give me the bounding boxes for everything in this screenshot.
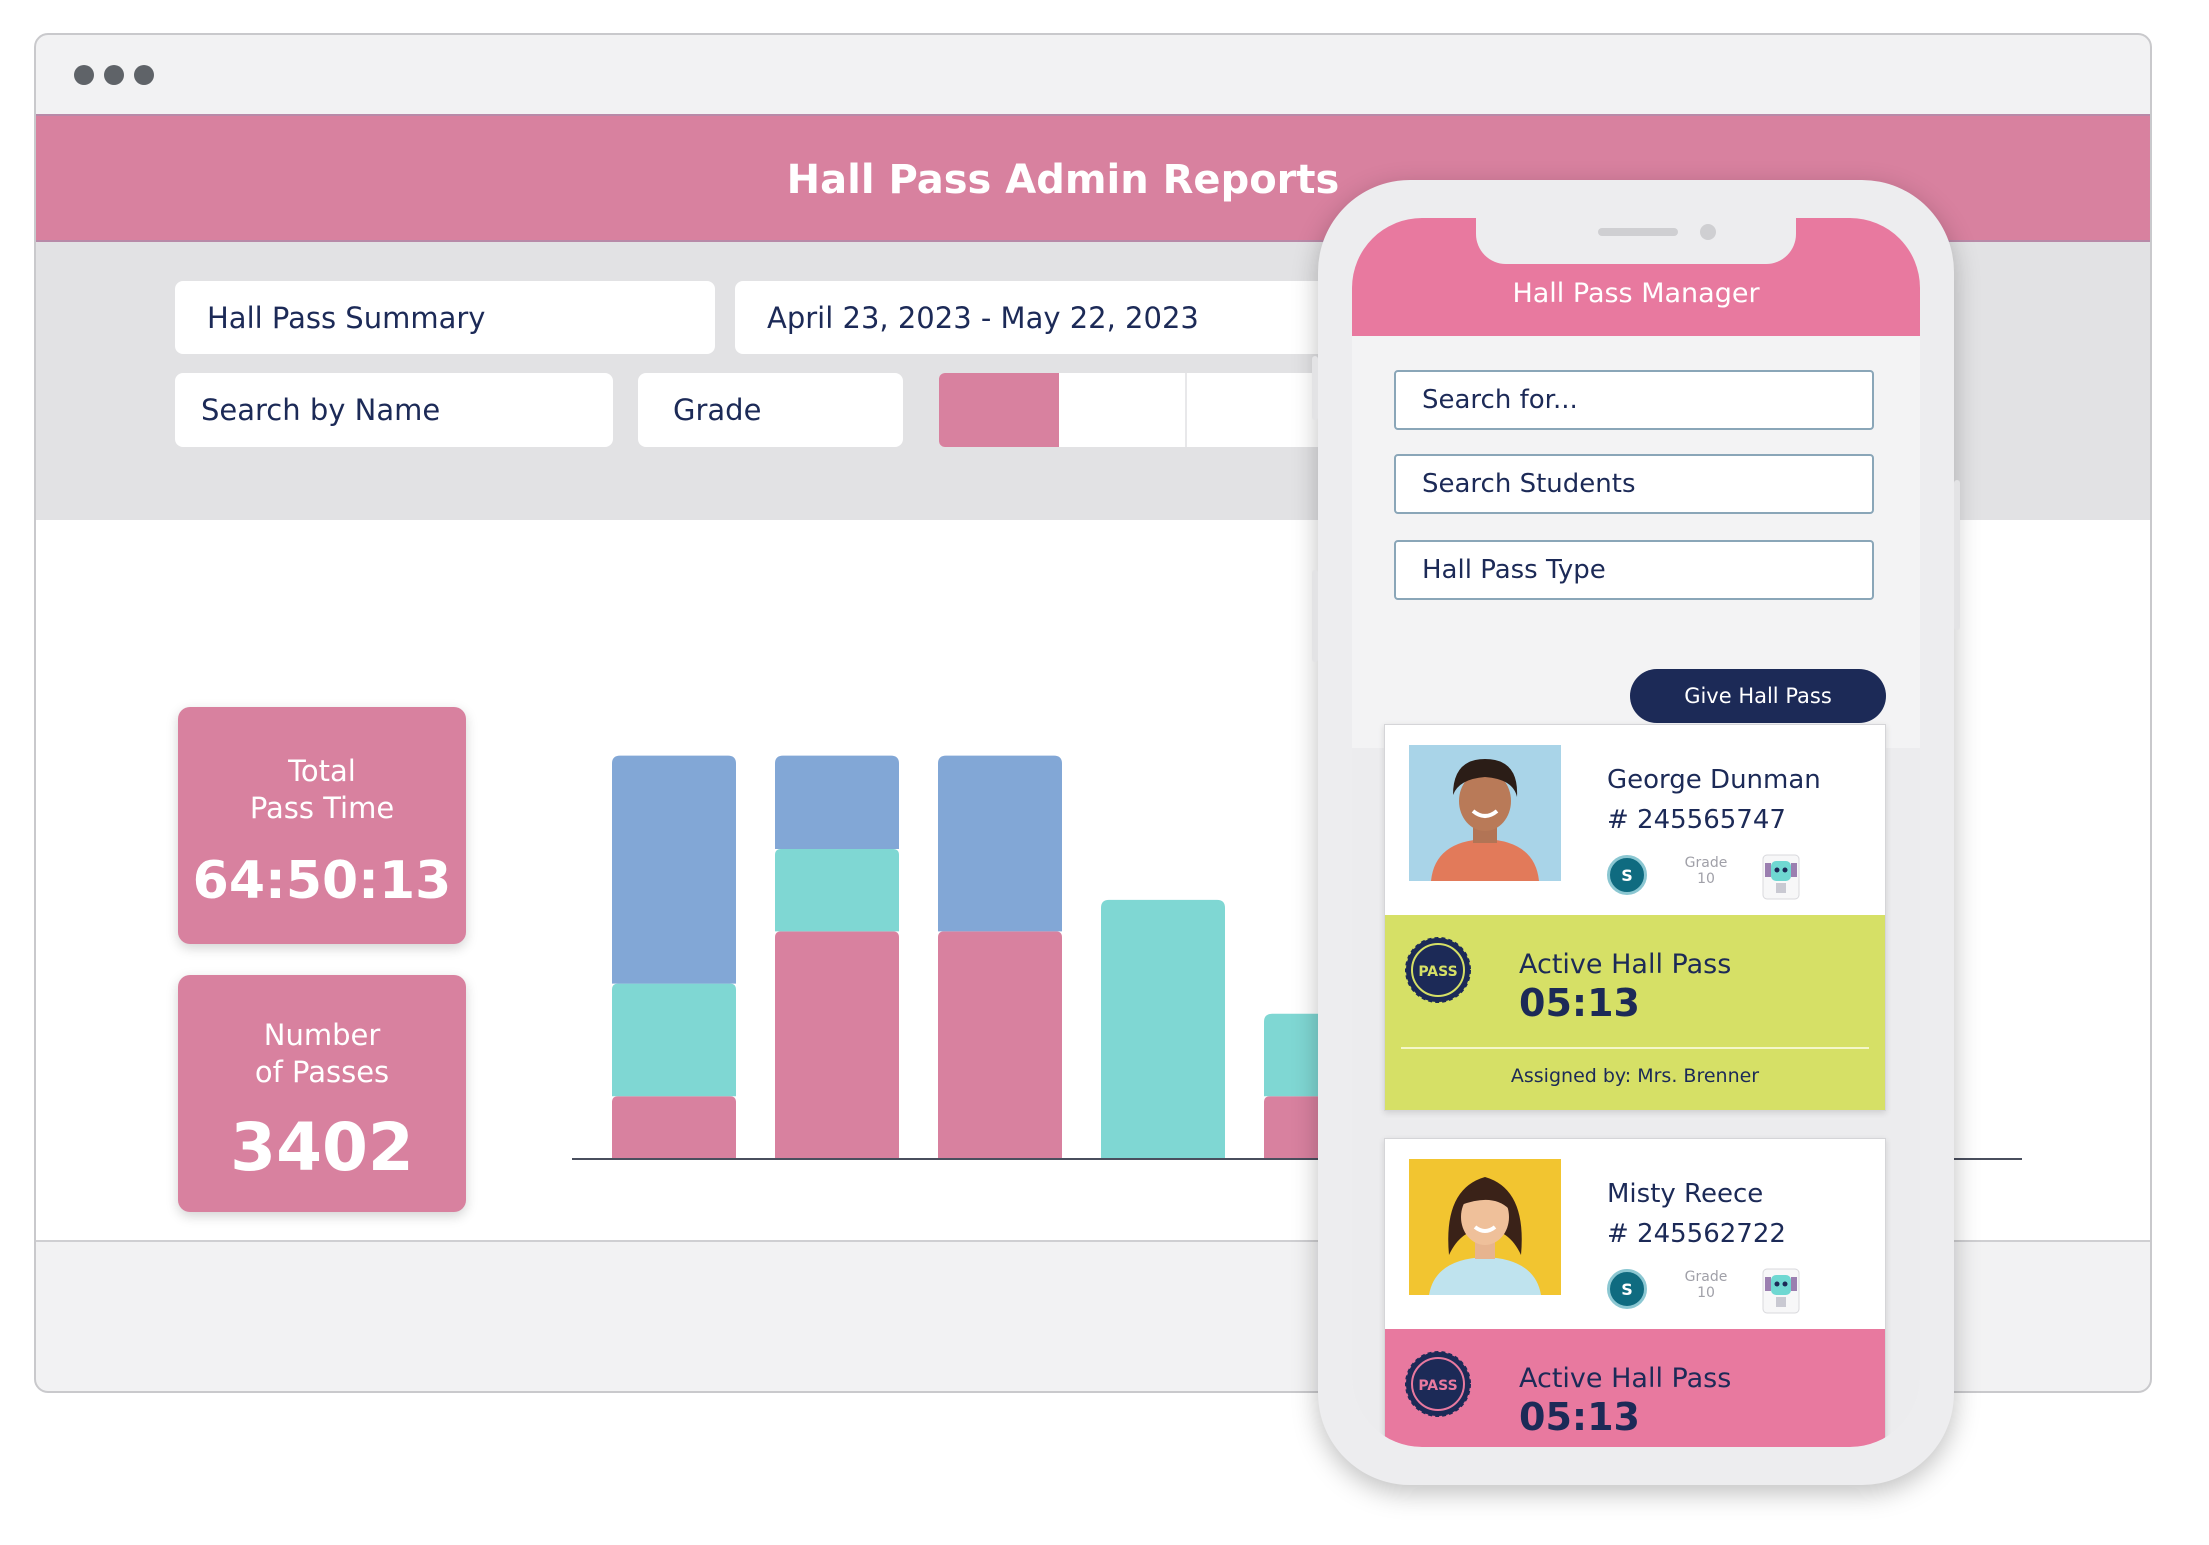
- stat-value: 64:50:13: [192, 851, 452, 911]
- robot-avatar-icon: [1762, 1268, 1800, 1314]
- window-dot-icon[interactable]: [74, 65, 94, 85]
- camera-icon: [1700, 224, 1716, 240]
- speaker-icon: [1598, 228, 1678, 236]
- pass-timer: 05:13: [1519, 1395, 1640, 1439]
- student-badge-icon: S: [1607, 855, 1647, 895]
- bar-segment[interactable]: [775, 755, 899, 849]
- search-students-input[interactable]: Search Students: [1394, 454, 1874, 514]
- bar-segment[interactable]: [612, 983, 736, 1097]
- bar-segment[interactable]: [938, 931, 1062, 1158]
- stat-label: Number of Passes: [254, 1018, 390, 1089]
- pass-seal-icon: PASS: [1405, 937, 1471, 1003]
- app-header: Hall Pass Manager: [1352, 218, 1920, 336]
- segment-divider: [1185, 373, 1187, 447]
- student-name: Misty Reece: [1607, 1179, 1764, 1209]
- student-photo: [1409, 745, 1561, 881]
- bar-segment[interactable]: [775, 931, 899, 1158]
- segmented-control[interactable]: [939, 373, 1334, 447]
- student-name: George Dunman: [1607, 765, 1821, 795]
- student-photo: [1409, 1159, 1561, 1295]
- window-dot-icon[interactable]: [104, 65, 124, 85]
- date-range-field[interactable]: April 23, 2023 - May 22, 2023: [735, 281, 1325, 354]
- bar-segment[interactable]: [612, 755, 736, 984]
- pass-type-select[interactable]: Hall Pass Type: [1394, 540, 1874, 600]
- grade-value: 10: [1697, 1285, 1715, 1301]
- phone-volume-button: [1312, 570, 1318, 662]
- app-title: Hall Pass Manager: [1512, 278, 1760, 309]
- grade-caption: Grade: [1684, 1269, 1728, 1285]
- student-card[interactable]: George Dunman # 245565747 S Grade 10 PAS…: [1384, 724, 1886, 1111]
- stat-value: 3402: [230, 1109, 414, 1186]
- pass-title: Active Hall Pass: [1519, 1363, 1732, 1394]
- student-badge-icon: S: [1607, 1269, 1647, 1309]
- stat-card-total-time: Total Pass Time 64:50:13: [178, 707, 466, 944]
- phone-screen: Hall Pass Manager Search for... Search S…: [1352, 218, 1920, 1447]
- pass-seal-text: PASS: [1418, 964, 1457, 980]
- pass-seal-text: PASS: [1418, 1378, 1457, 1394]
- student-card[interactable]: Misty Reece # 245562722 S Grade 10 PASS: [1384, 1138, 1886, 1447]
- grade-label: Grade 10: [1681, 1269, 1731, 1301]
- bar-segment[interactable]: [1101, 899, 1225, 1158]
- assigned-by: Assigned by: Mrs. Brenner: [1510, 1065, 1760, 1087]
- bar-segment[interactable]: [938, 755, 1062, 932]
- grade-select[interactable]: Grade: [638, 373, 903, 447]
- active-pass-banner: PASS Active Hall Pass 05:13 Assigned by:…: [1385, 915, 1885, 1110]
- page-title: Hall Pass Admin Reports: [786, 157, 1340, 203]
- phone-mockup: Hall Pass Manager Search for... Search S…: [1312, 180, 1960, 1485]
- stat-card-pass-count: Number of Passes 3402: [178, 975, 466, 1212]
- give-hall-pass-button[interactable]: Give Hall Pass: [1630, 669, 1886, 723]
- segment-active[interactable]: [939, 373, 1059, 447]
- report-select[interactable]: Hall Pass Summary: [175, 281, 715, 354]
- window-controls: [74, 65, 154, 85]
- bar-segment[interactable]: [775, 849, 899, 932]
- phone-power-button: [1954, 480, 1960, 630]
- search-name-input[interactable]: Search by Name: [175, 373, 613, 447]
- bar-segment[interactable]: [612, 1096, 736, 1158]
- grade-caption: Grade: [1684, 855, 1728, 871]
- stat-label: Total Pass Time: [249, 754, 395, 825]
- active-pass-banner: PASS Active Hall Pass 05:13: [1385, 1329, 1885, 1447]
- student-id: # 245562722: [1607, 1219, 1786, 1249]
- search-input[interactable]: Search for...: [1394, 370, 1874, 430]
- student-id: # 245565747: [1607, 805, 1786, 835]
- window-dot-icon[interactable]: [134, 65, 154, 85]
- pass-timer: 05:13: [1519, 981, 1640, 1025]
- stacked-bar-chart: [572, 755, 2022, 1160]
- pass-divider: [1401, 1047, 1869, 1049]
- phone-notch: [1476, 218, 1796, 264]
- grade-value: 10: [1697, 871, 1715, 887]
- grade-label: Grade 10: [1681, 855, 1731, 887]
- robot-avatar-icon: [1762, 854, 1800, 900]
- pass-seal-icon: PASS: [1405, 1351, 1471, 1417]
- phone-volume-button: [1312, 356, 1318, 420]
- pass-title: Active Hall Pass: [1519, 949, 1732, 980]
